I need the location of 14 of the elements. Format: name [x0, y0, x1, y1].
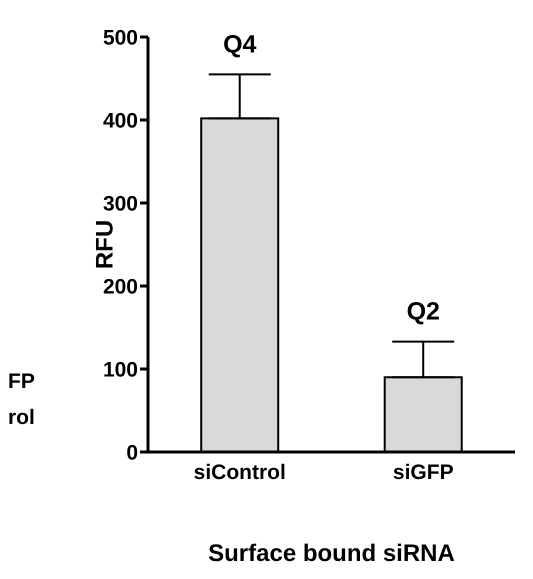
y-tick-label: 400	[102, 109, 138, 132]
y-tick-label: 200	[102, 275, 138, 298]
x-tick-label: siControl	[194, 460, 286, 484]
x-tick-label: siGFP	[392, 460, 454, 484]
y-tick-label: 300	[102, 192, 138, 216]
text: FP	[8, 370, 35, 394]
y-tick-label: 100	[102, 358, 138, 382]
text: rol	[8, 406, 35, 430]
y-axis-title: RFU	[92, 220, 119, 270]
y-tick-label: 0	[126, 441, 138, 464]
annotation: Q2	[406, 298, 440, 326]
y-tick-label: 500	[102, 26, 138, 50]
x-axis-title: Surface bound siRNA	[208, 540, 455, 567]
annotation: Q4	[223, 30, 257, 58]
